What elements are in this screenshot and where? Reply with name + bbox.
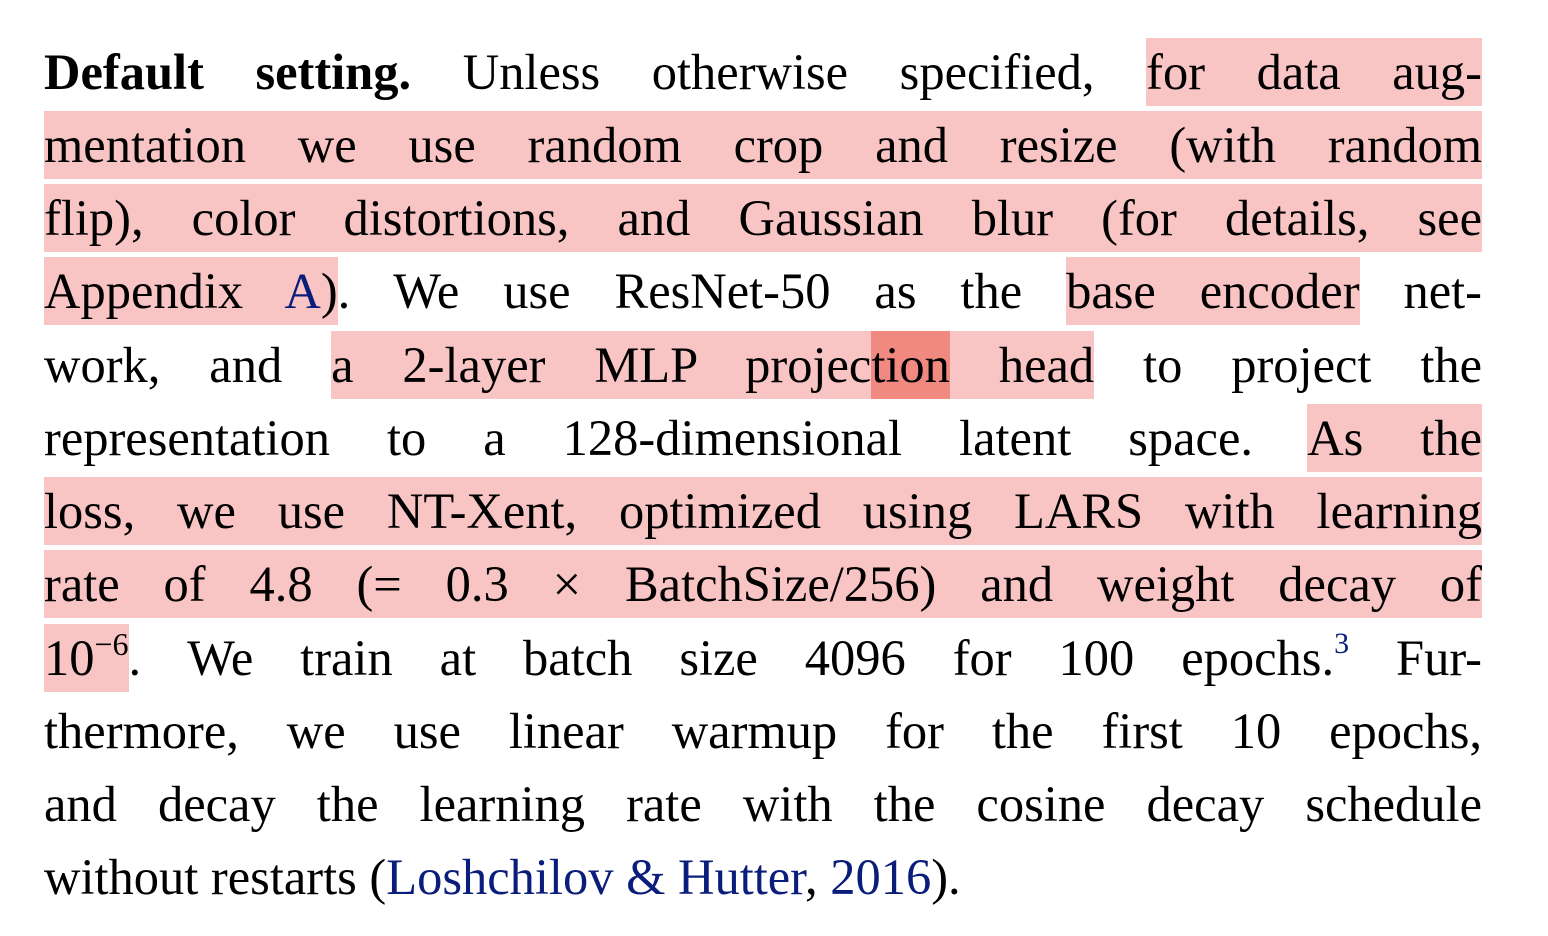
- text-run: without restarts (: [44, 849, 387, 905]
- highlighted-text: Appendix A): [44, 257, 338, 325]
- text-run: work, and: [44, 337, 332, 393]
- text-run: net-: [1359, 263, 1482, 319]
- text-run: ,: [804, 849, 831, 905]
- highlighted-text: loss, we use NT-Xent, optimized using LA…: [44, 477, 1482, 545]
- footnote-link[interactable]: 3: [1334, 627, 1350, 660]
- highlighted-text: flip), color distortions, and Gaussian b…: [44, 184, 1482, 252]
- highlighted-text: head: [949, 331, 1095, 399]
- text-run: . We use ResNet-50 as the: [337, 263, 1067, 319]
- paragraph-heading: Default setting.: [44, 44, 412, 100]
- text-run: Fur-: [1349, 630, 1482, 686]
- citation-link-authors[interactable]: Loshchilov & Hutter: [386, 849, 805, 905]
- highlighted-text: mentation we use random crop and resize …: [44, 111, 1482, 179]
- appendix-link[interactable]: A: [284, 263, 321, 319]
- highlighted-text: for data aug-: [1146, 38, 1483, 106]
- text-line-6: representation to a 128-dimensional late…: [44, 402, 1482, 474]
- exponent: −6: [94, 626, 129, 662]
- highlighted-text-strong: tion: [871, 331, 950, 399]
- text-line-12: without restarts (Loshchilov & Hutter, 2…: [44, 841, 961, 913]
- text-line-8: rate of 4.8 (= 0.3 × BatchSize/256) and …: [44, 548, 1482, 620]
- highlighted-text: As the: [1307, 404, 1482, 472]
- text-run: to project the: [1094, 337, 1483, 393]
- text-line-1: Default setting. Unless otherwise specif…: [44, 36, 1483, 108]
- text-run: ).: [931, 849, 961, 905]
- text-run: Unless otherwise specified,: [411, 44, 1147, 100]
- text-line-9: 10−6. We train at batch size 4096 for 10…: [44, 622, 1482, 694]
- highlighted-text: a 2-layer MLP projec: [331, 331, 872, 399]
- text-line-5: work, and a 2-layer MLP projection head …: [44, 329, 1482, 401]
- text-run: Appendix: [44, 263, 285, 319]
- text-line-7: loss, we use NT-Xent, optimized using LA…: [44, 475, 1482, 547]
- text-line-2: mentation we use random crop and resize …: [44, 109, 1482, 181]
- exponent-base: 10: [44, 630, 95, 686]
- highlighted-text: base encoder: [1066, 257, 1360, 325]
- text-run: and decay the learning rate with the cos…: [44, 776, 1482, 832]
- text-line-11: and decay the learning rate with the cos…: [44, 768, 1482, 840]
- text-run: ): [320, 263, 338, 319]
- citation-link-year[interactable]: 2016: [830, 849, 932, 905]
- text-run: representation to a 128-dimensional late…: [44, 410, 1308, 466]
- highlighted-text: rate of 4.8 (= 0.3 × BatchSize/256) and …: [44, 550, 1482, 618]
- text-line-10: thermore, we use linear warmup for the f…: [44, 695, 1482, 767]
- text-run: thermore, we use linear warmup for the f…: [44, 703, 1482, 759]
- text-line-4: Appendix A). We use ResNet-50 as the bas…: [44, 255, 1482, 327]
- highlighted-text: 10−6: [44, 624, 129, 692]
- text-line-3: flip), color distortions, and Gaussian b…: [44, 182, 1482, 254]
- text-run: . We train at batch size 4096 for 100 ep…: [128, 630, 1335, 686]
